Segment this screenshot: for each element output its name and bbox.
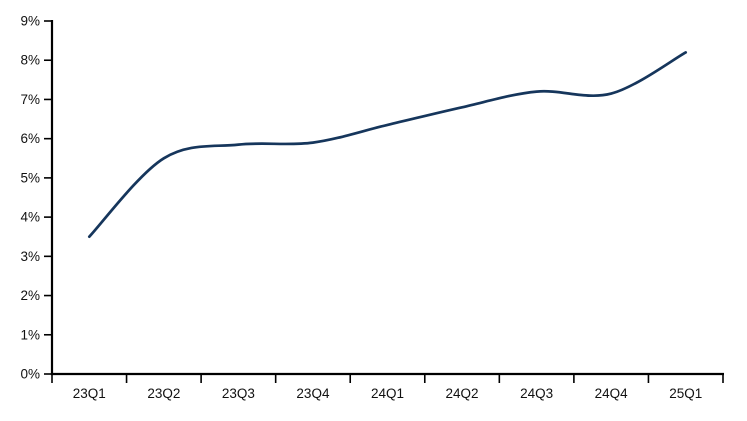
- x-axis-tick-label: 24Q3: [520, 386, 553, 401]
- y-axis-tick-label: 3%: [20, 249, 40, 264]
- x-axis-tick-label: 25Q1: [669, 386, 702, 401]
- x-axis-tick-label: 24Q1: [371, 386, 404, 401]
- y-axis-tick-label: 4%: [20, 210, 40, 225]
- y-axis-tick-label: 7%: [20, 92, 40, 107]
- y-axis-tick-label: 0%: [20, 367, 40, 382]
- x-axis-tick-label: 24Q4: [595, 386, 629, 401]
- y-axis-tick-label: 1%: [20, 327, 40, 342]
- x-axis-tick-label: 23Q3: [222, 386, 255, 401]
- y-axis-tick-label: 2%: [20, 288, 40, 303]
- x-axis-tick-label: 24Q2: [446, 386, 479, 401]
- x-axis-tick-label: 23Q4: [296, 386, 330, 401]
- y-axis-tick-label: 6%: [20, 131, 40, 146]
- series-line: [87, 51, 688, 239]
- x-axis-tick-label: 23Q2: [147, 386, 180, 401]
- y-axis-tick-label: 5%: [20, 170, 40, 185]
- y-axis-tick-label: 9%: [20, 14, 40, 29]
- y-axis-tick-label: 8%: [20, 53, 40, 68]
- x-axis-tick-label: 23Q1: [73, 386, 106, 401]
